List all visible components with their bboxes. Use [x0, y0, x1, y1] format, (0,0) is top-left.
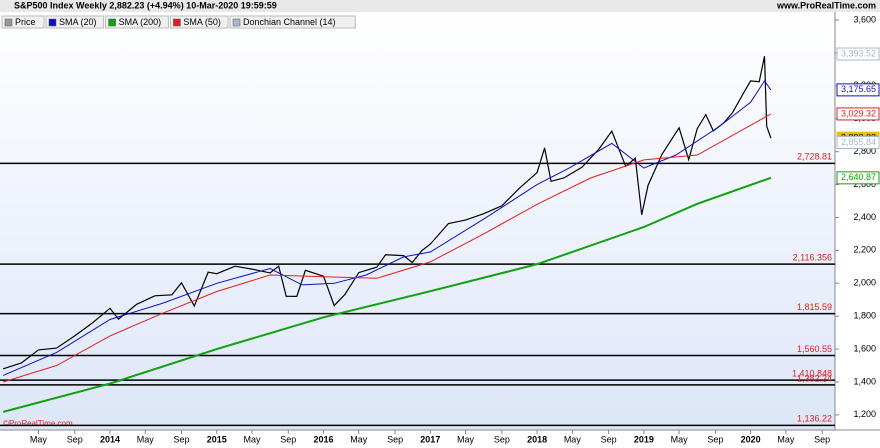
level-label: 1,136.22	[797, 414, 832, 424]
legend-item	[229, 15, 356, 29]
value-box	[836, 171, 880, 185]
watermark: ©ProRealTime.com	[3, 419, 73, 428]
y-tick-label: 3,600	[853, 14, 876, 24]
legend-label: Donchian Channel (14)	[243, 17, 336, 27]
legend-label: Price	[15, 17, 36, 27]
level-label: 1,560.55	[797, 344, 832, 354]
x-tick-label: May	[243, 434, 261, 444]
legend-label: SMA (50)	[183, 17, 221, 27]
legend-item	[105, 15, 169, 29]
series-line	[3, 80, 772, 376]
legend-swatch	[173, 18, 181, 27]
level-label: 1,410.848	[792, 369, 832, 379]
x-tick-label: Sep	[601, 434, 617, 444]
value-box-label: 2,855.84	[841, 137, 876, 147]
value-box-label: 3,029.32	[841, 108, 876, 118]
legend-label: SMA (20)	[59, 17, 97, 27]
plot-area	[0, 12, 835, 430]
x-tick-label: 2017	[420, 434, 440, 444]
x-tick-label: Sep	[814, 434, 830, 444]
x-tick-label: May	[671, 434, 689, 444]
value-box	[836, 47, 880, 61]
value-box	[836, 135, 880, 149]
y-tick-label: 1,400	[853, 376, 876, 386]
x-tick-label: May	[30, 434, 48, 444]
y-tick-label: 2,400	[853, 212, 876, 222]
value-box-label: 2,640.87	[841, 172, 876, 182]
x-tick-label: Sep	[707, 434, 723, 444]
x-tick-label: 2019	[634, 434, 654, 444]
x-tick-label: 2020	[741, 434, 761, 444]
chart-title: S&P500 Index Weekly 2,882.23 (+4.94%) 10…	[14, 0, 277, 10]
x-tick-label: Sep	[387, 434, 403, 444]
header-bar	[0, 0, 880, 12]
y-tick-label: 1,600	[853, 343, 876, 353]
legend-swatch	[4, 18, 13, 27]
level-label: 2,116.356	[793, 252, 832, 262]
site: www.ProRealTime.com	[776, 0, 876, 10]
x-tick-label: May	[457, 434, 475, 444]
value-box	[836, 107, 880, 121]
x-tick-label: Sep	[494, 434, 510, 444]
legend-swatch	[108, 18, 116, 27]
x-tick-label: 2018	[527, 434, 547, 444]
legend-item	[169, 15, 229, 29]
y-tick-label: 2,200	[853, 245, 876, 255]
series-line	[3, 113, 772, 383]
legend-swatch	[232, 18, 241, 27]
legend-label: SMA (200)	[119, 17, 162, 27]
x-tick-label: May	[777, 434, 795, 444]
x-tick-label: 2015	[207, 434, 227, 444]
series-line	[2, 176, 772, 413]
y-tick-label: 2,800	[853, 146, 876, 156]
level-label: 1,382.24	[797, 373, 832, 383]
x-tick-label: Sep	[174, 434, 190, 444]
x-tick-label: Sep	[67, 434, 83, 444]
y-tick-label: 1,800	[853, 311, 876, 321]
series-line	[3, 56, 772, 370]
value-box-label: 3,175.65	[841, 84, 876, 94]
y-tick-label: 2,000	[853, 278, 876, 288]
value-box	[836, 83, 880, 97]
x-tick-label: May	[137, 434, 155, 444]
value-box-label: 3,393.52	[841, 48, 876, 58]
legend-item	[45, 15, 105, 29]
level-label: 1,815.59	[797, 302, 832, 312]
level-label: 2,728.81	[797, 152, 832, 162]
y-tick-label: 1,200	[853, 409, 876, 419]
x-tick-label: 2014	[100, 434, 120, 444]
x-tick-label: May	[350, 434, 368, 444]
legend-swatch	[48, 18, 57, 27]
x-tick-label: 2016	[314, 434, 334, 444]
x-tick-label: Sep	[280, 434, 296, 444]
legend-item	[1, 15, 45, 29]
x-tick-label: May	[564, 434, 582, 444]
